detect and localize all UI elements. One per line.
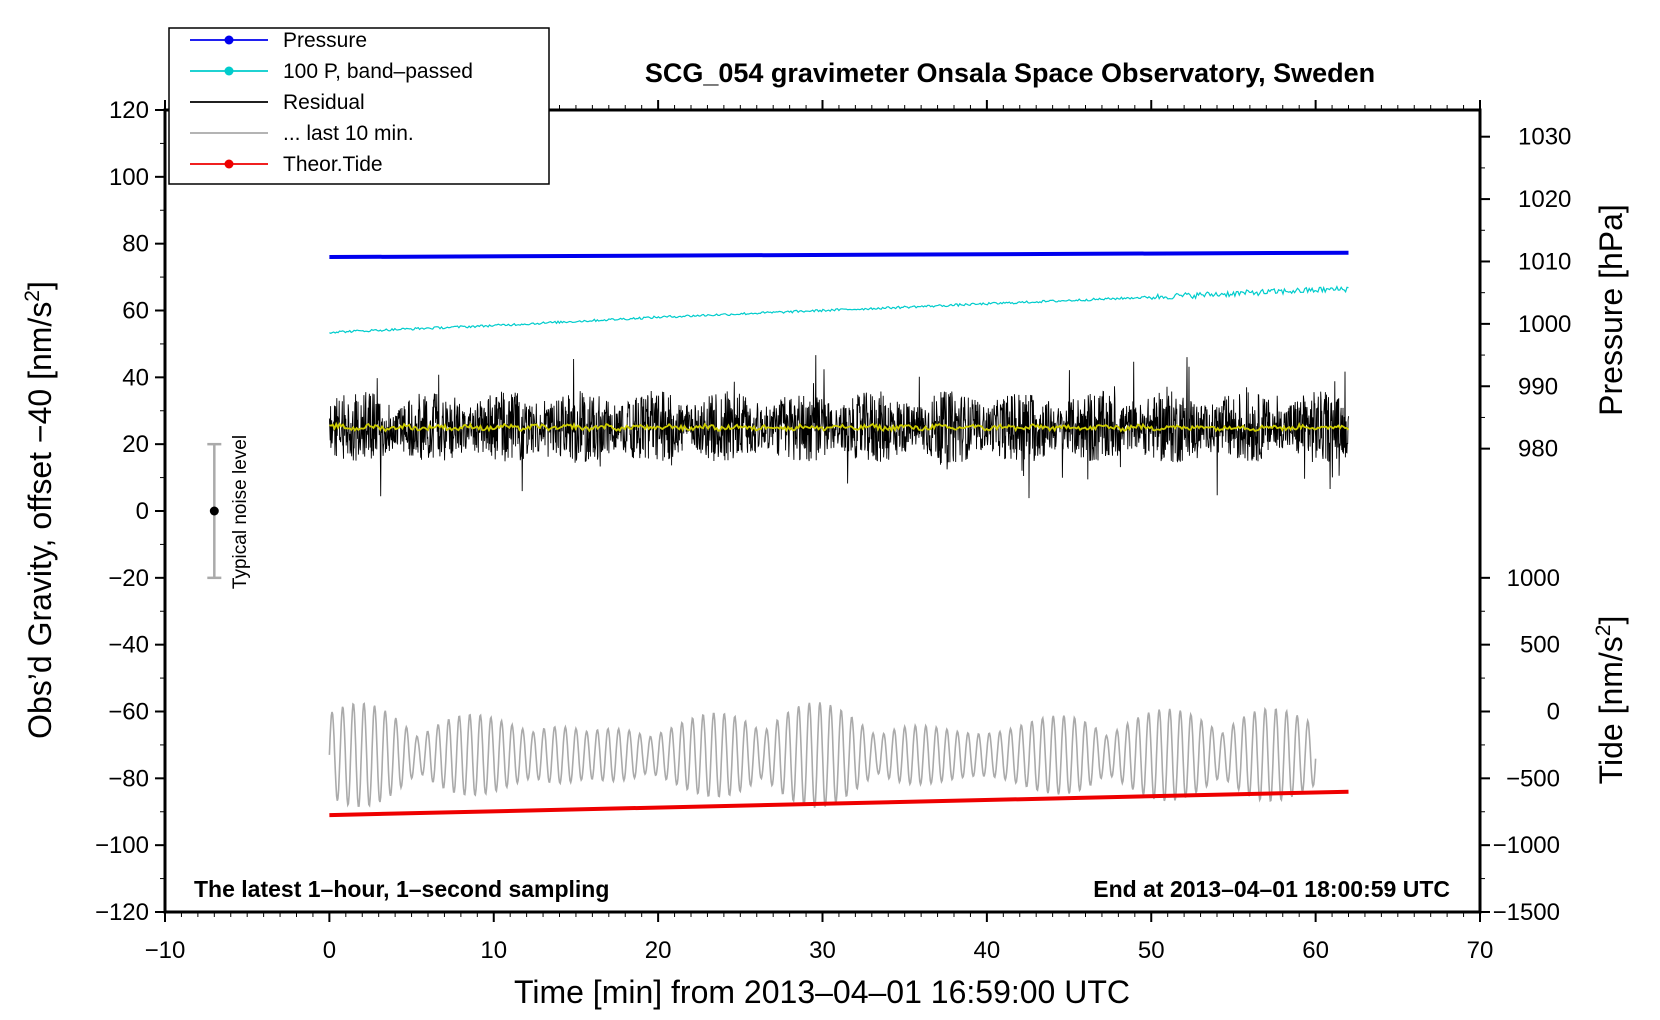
x-tick-label: 60: [1302, 937, 1329, 964]
y-left-tick-label: −60: [108, 699, 149, 726]
pressure-tick-label: 1030: [1518, 124, 1571, 151]
y-left-tick-label: −20: [108, 565, 149, 592]
series-residual-smoothed: [329, 421, 1350, 433]
series-band-passed: [329, 285, 1349, 334]
tide-axis-title-main: Tide [nm/s: [1593, 636, 1629, 784]
annotation-sampling: The latest 1–hour, 1–second sampling: [194, 876, 609, 902]
x-tick-label: 20: [645, 937, 672, 964]
pressure-tick-label: 990: [1518, 373, 1558, 400]
tide-tick-label: −500: [1506, 765, 1560, 792]
series-pressure: [329, 250, 1349, 260]
legend-label: Residual: [283, 91, 365, 114]
tide-axis-title-sup: 2: [1592, 625, 1615, 637]
pressure-tick-label: 1020: [1518, 186, 1571, 213]
left-axis-title-end: ]: [22, 281, 58, 290]
left-axis-title-sup: 2: [21, 290, 44, 302]
x-tick-label: 70: [1467, 937, 1494, 964]
legend-label: 100 P, band–passed: [283, 60, 473, 83]
y-left-tick-label: −40: [108, 632, 149, 659]
series-layer: [328, 250, 1350, 818]
y-left-tick-label: 80: [122, 231, 149, 258]
x-tick-label: 10: [480, 937, 507, 964]
y-left-tick-label: −120: [95, 899, 149, 926]
tide-tick-label: −1500: [1493, 899, 1560, 926]
legend-label: Theor.Tide: [283, 153, 383, 176]
left-axis-title: Obs’d Gravity, offset −40 [nm/s2]: [21, 281, 58, 739]
left-axis-title-main: Obs’d Gravity, offset −40 [nm/s: [22, 302, 58, 739]
legend-label: Pressure: [283, 29, 367, 52]
chart-title: SCG_054 gravimeter Onsala Space Observat…: [645, 58, 1375, 88]
tide-axis-title: Tide [nm/s2]: [1592, 616, 1629, 785]
y-left-tick-label: 20: [122, 431, 149, 458]
x-tick-label: 30: [809, 937, 836, 964]
series-theor-tide: [329, 789, 1349, 818]
noise-label: Typical noise level: [230, 435, 251, 589]
ticks-layer: −10 0 10 20 30 40 50 60 70120100806040200−20−40−…: [95, 97, 1571, 964]
legend: Pressure 100 P, band–passed Residual ... la…: [168, 27, 550, 185]
annotation-end-time: End at 2013–04–01 18:00:59 UTC: [1093, 876, 1450, 902]
legend-marker: [224, 66, 234, 76]
plot-area: −10 0 10 20 30 40 50 60 70120100806040200−20−40−…: [95, 97, 1571, 964]
x-tick-label: 0: [323, 937, 336, 964]
x-axis-title: Time [min] from 2013–04–01 16:59:00 UTC: [514, 974, 1130, 1010]
tide-tick-label: 500: [1520, 632, 1560, 659]
y-left-tick-label: 120: [109, 97, 149, 124]
series-residual: [328, 355, 1349, 499]
tide-tick-label: −1000: [1493, 832, 1560, 859]
x-tick-label: 40: [974, 937, 1001, 964]
legend-box: [168, 27, 550, 185]
y-left-tick-label: 60: [122, 298, 149, 325]
x-tick-label: 50: [1138, 937, 1165, 964]
pressure-tick-label: 1010: [1518, 248, 1571, 275]
tide-tick-label: 1000: [1507, 565, 1560, 592]
y-left-tick-label: 40: [122, 364, 149, 391]
plot-background: [165, 110, 1480, 912]
tide-axis-title-end: ]: [1593, 616, 1629, 625]
pressure-tick-label: 1000: [1518, 311, 1571, 338]
legend-label: ... last 10 min.: [283, 122, 414, 145]
tide-tick-label: 0: [1547, 699, 1560, 726]
noise-indicator: [207, 442, 222, 580]
y-left-tick-label: −100: [95, 832, 149, 859]
pressure-tick-label: 980: [1518, 436, 1558, 463]
legend-marker: [224, 159, 234, 169]
series-last-10-min: [328, 702, 1317, 808]
y-left-tick-label: 0: [136, 498, 149, 525]
x-tick-label: −10: [145, 937, 186, 964]
y-left-tick-label: 100: [109, 164, 149, 191]
y-left-tick-label: −80: [108, 765, 149, 792]
legend-marker: [224, 35, 234, 45]
noise-center-dot: [209, 506, 219, 516]
pressure-axis-title: Pressure [hPa]: [1593, 204, 1629, 416]
